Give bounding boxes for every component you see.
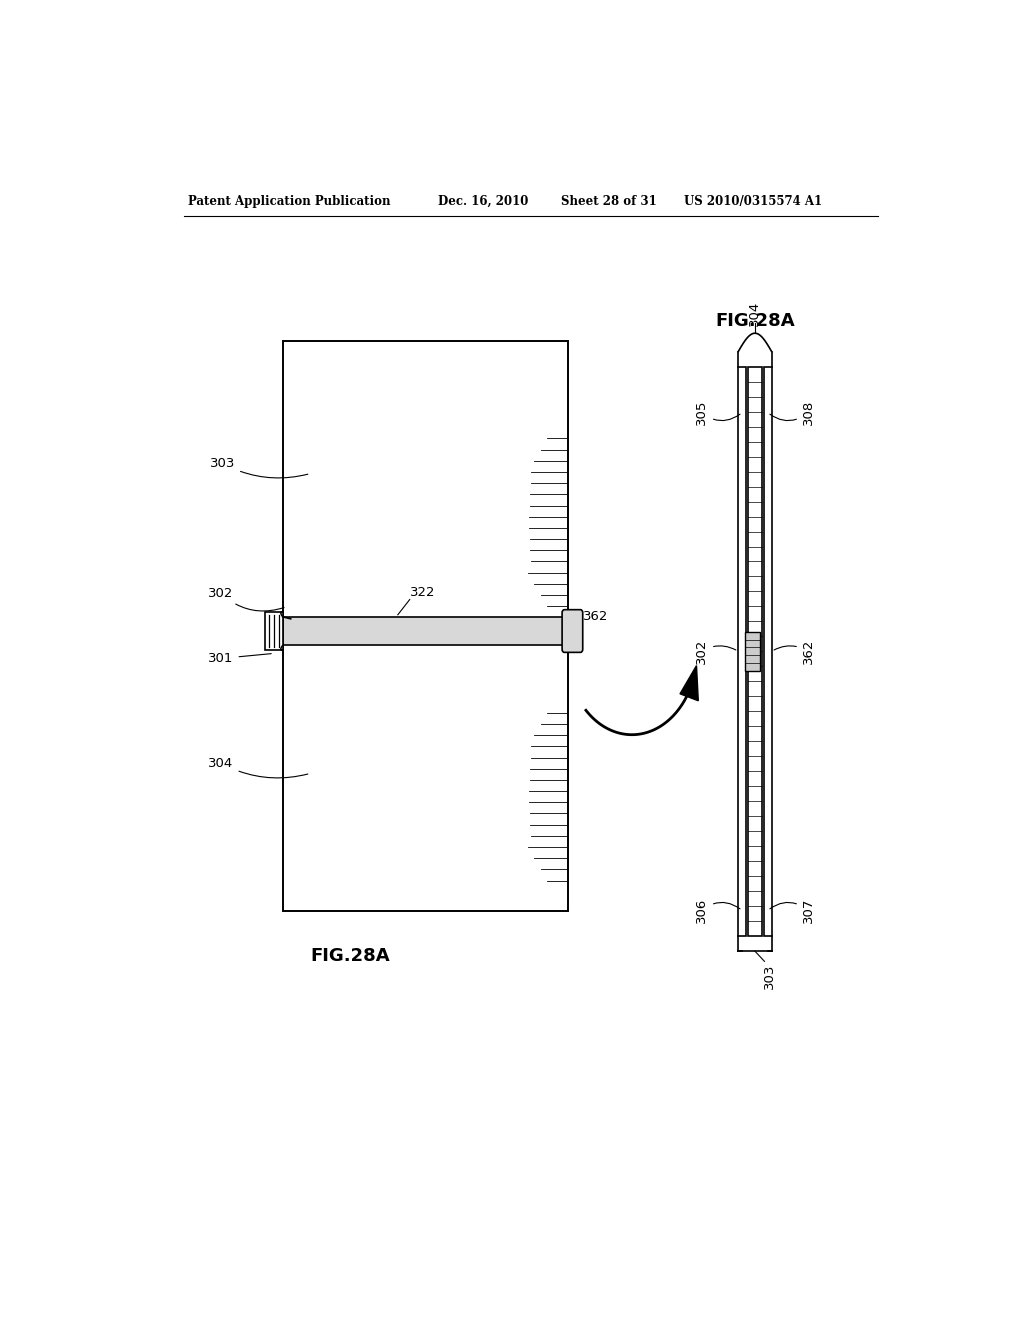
Text: 302: 302 (695, 639, 736, 664)
Bar (738, 367, 746, 936)
Text: 307: 307 (770, 898, 815, 923)
Polygon shape (680, 665, 698, 701)
Bar (265, 611, 283, 651)
FancyBboxPatch shape (562, 610, 583, 652)
Text: 362: 362 (774, 639, 815, 664)
Text: 303: 303 (210, 457, 308, 478)
Text: 303: 303 (763, 964, 776, 989)
Text: 304: 304 (749, 300, 762, 326)
Text: 304: 304 (208, 756, 308, 777)
Text: 301: 301 (208, 652, 271, 665)
Text: 308: 308 (770, 400, 815, 425)
Text: 306: 306 (695, 898, 740, 923)
Text: 322: 322 (410, 586, 435, 598)
Text: Dec. 16, 2010: Dec. 16, 2010 (437, 194, 528, 207)
Text: FIG.28A: FIG.28A (715, 312, 795, 330)
Bar (283, 616, 577, 645)
Text: FIG.28A: FIG.28A (310, 948, 390, 965)
Text: Patent Application Publication: Patent Application Publication (187, 194, 390, 207)
Text: 302: 302 (208, 587, 284, 611)
Bar (283, 342, 568, 911)
Bar (764, 367, 772, 936)
Text: 305: 305 (695, 400, 740, 425)
Text: US 2010/0315574 A1: US 2010/0315574 A1 (684, 194, 821, 207)
Text: Sheet 28 of 31: Sheet 28 of 31 (560, 194, 656, 207)
Bar (748, 367, 762, 936)
Text: 362: 362 (583, 610, 608, 623)
Bar (745, 632, 760, 671)
